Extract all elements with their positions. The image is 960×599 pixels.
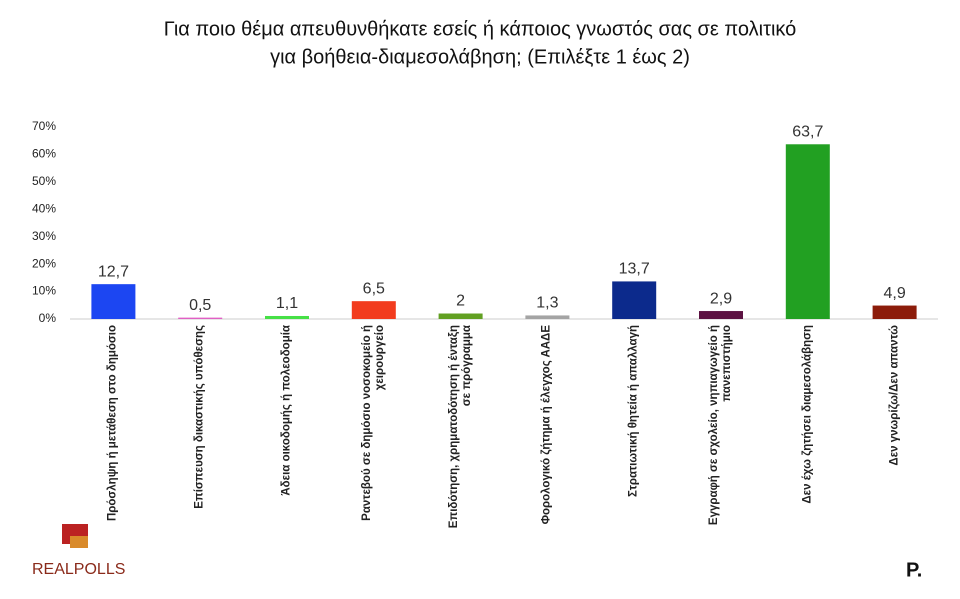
bar [525,315,570,319]
x-tick-label: Επιδότηση, χρηματοδότηση ή ένταξη σε πρό… [447,325,473,529]
x-tick-label: Δεν γνωρίζω/Δεν απαντώ [888,325,901,466]
data-label: 12,7 [98,263,129,280]
y-tick-label: 70% [32,119,56,133]
x-tick-label: Ραντεβού σε δημόσιο νοσοκομείο ή χειρουρ… [360,325,386,521]
data-label: 1,1 [276,295,298,312]
bar [785,144,830,319]
logo-right: P. [906,559,922,581]
y-tick-label: 0% [39,311,57,325]
bar [699,311,743,319]
bar [438,313,483,319]
bar [178,317,223,319]
y-tick-label: 10% [32,284,56,298]
logo-icon [70,536,88,548]
chart-title: Για ποιο θέμα απευθυνθήκατε εσείς ή κάπο… [164,18,797,40]
y-tick-label: 50% [32,174,56,188]
data-label: 0,5 [189,297,211,314]
y-tick-label: 40% [32,201,56,215]
data-label: 1,3 [536,295,558,312]
x-tick-label: Εγγραφή σε σχολείο, νηπιαγωγείο ή πανεπι… [708,325,733,526]
data-label: 2 [456,293,465,310]
bar [91,284,136,319]
y-tick-label: 20% [32,256,56,270]
x-tick-label: Φορολογικό ζήτημα ή έλεγχος ΑΑΔΕ [540,325,553,525]
x-tick-label: Πρόσληψη ή μετάθεση στο δημόσιο [106,325,119,522]
data-label: 2,9 [710,290,732,307]
logo-left: REALPOLLS [32,561,125,578]
bar [612,281,657,319]
bar [351,301,396,319]
data-label: 63,7 [792,123,823,140]
bar [872,305,917,319]
bar [265,315,309,319]
x-tick-label: Δεν έχω ζητήσει διαμεσολάβηση [801,325,814,504]
y-tick-label: 60% [32,147,56,161]
data-label: 6,5 [363,280,385,297]
x-tick-label: Επίσπευση δικαστικής υπόθεσης [193,325,206,509]
y-tick-label: 30% [32,229,56,243]
chart-subtitle: για βοήθεια-διαμεσολάβηση; (Επιλέξτε 1 έ… [270,46,690,68]
x-tick-label: Άδεια οικοδομής ή πολεοδομία [280,325,293,496]
data-label: 4,9 [883,285,905,302]
data-label: 13,7 [619,261,650,278]
x-tick-label: Στρατιωτική θητεία ή απαλλαγή [627,325,640,497]
